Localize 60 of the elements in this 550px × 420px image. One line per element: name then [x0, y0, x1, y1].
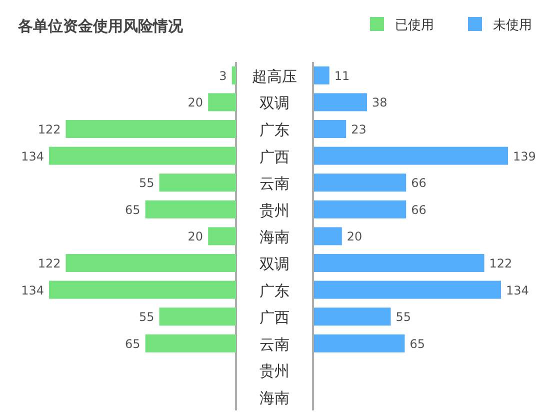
data-label: 65	[125, 336, 140, 351]
data-label: 134	[21, 283, 44, 298]
data-label: 20	[188, 230, 204, 244]
y-tick-label: 广东	[260, 121, 290, 139]
legend-label: 未使用	[493, 18, 532, 33]
data-label: 134	[506, 283, 529, 298]
y-tick-label: 广西	[260, 308, 290, 327]
data-label: 55	[138, 176, 154, 190]
data-label: 139	[513, 149, 536, 164]
data-label: 38	[372, 96, 388, 110]
bar	[314, 120, 346, 138]
bar	[66, 120, 236, 138]
bar	[314, 308, 391, 326]
data-label: 23	[351, 122, 366, 136]
y-tick-label: 云南	[260, 174, 290, 193]
chart-title: 各单位资金使用风险情况	[17, 17, 184, 35]
y-tick-label: 超高压	[252, 67, 297, 86]
data-label: 122	[489, 256, 512, 270]
data-label: 20	[346, 230, 362, 244]
data-label: 55	[396, 310, 412, 324]
bar	[208, 93, 236, 112]
y-tick-label: 贵州	[260, 201, 290, 220]
data-label: 122	[38, 256, 61, 270]
y-tick-label: 双调	[260, 94, 290, 112]
y-tick-label: 云南	[260, 335, 290, 354]
bar	[314, 174, 406, 192]
bar	[48, 280, 236, 299]
data-label: 66	[411, 202, 426, 217]
y-tick-label: 海南	[260, 228, 290, 246]
bar	[314, 280, 502, 299]
data-label: 122	[38, 122, 61, 136]
y-tick-label: 贵州	[260, 362, 290, 380]
bar	[232, 66, 236, 84]
data-label: 3	[219, 68, 227, 83]
bar	[314, 254, 484, 272]
y-tick-label: 双调	[260, 255, 290, 273]
bar	[159, 308, 236, 326]
bar	[208, 227, 236, 246]
bar	[66, 254, 236, 272]
data-label: 20	[188, 96, 204, 110]
bar	[314, 146, 508, 165]
data-label: 65	[125, 202, 140, 217]
data-label: 66	[411, 176, 426, 190]
legend-label: 已使用	[395, 18, 434, 33]
bar	[314, 334, 405, 352]
bar	[145, 200, 236, 218]
bar	[314, 66, 330, 84]
y-tick-label: 广东	[260, 282, 290, 300]
bar	[159, 174, 236, 192]
bar	[48, 146, 236, 165]
bar	[145, 334, 236, 352]
bar	[314, 200, 406, 218]
data-label: 55	[138, 310, 154, 324]
data-label: 134	[21, 149, 44, 164]
bar	[314, 227, 342, 246]
y-tick-label: 海南	[260, 389, 290, 407]
data-label: 11	[334, 68, 350, 83]
data-label: 65	[410, 336, 425, 351]
bar	[314, 93, 368, 112]
y-tick-label: 广西	[260, 148, 290, 166]
